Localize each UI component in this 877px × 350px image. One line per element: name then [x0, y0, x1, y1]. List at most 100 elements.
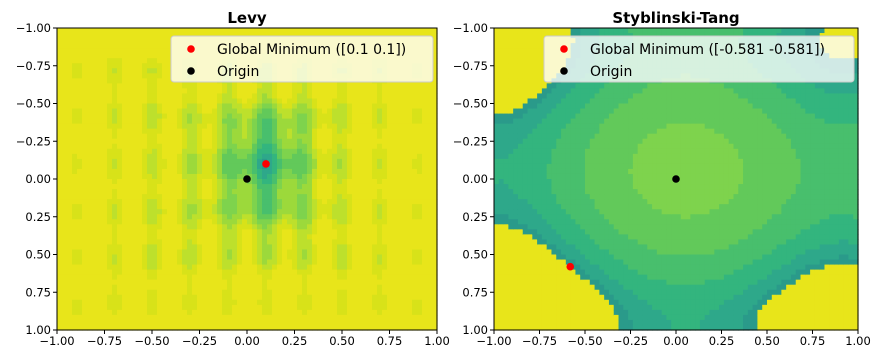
- contour-cell: [187, 324, 193, 331]
- contour-cell: [192, 133, 198, 140]
- contour-cell: [177, 179, 183, 185]
- contour-cell: [377, 279, 383, 286]
- contour-cell: [498, 289, 505, 296]
- contour-cell: [137, 113, 143, 120]
- contour-cell: [372, 28, 378, 34]
- contour-cell: [342, 214, 348, 220]
- contour-cell: [367, 204, 373, 210]
- contour-cell: [122, 88, 128, 95]
- contour-cell: [377, 209, 383, 215]
- contour-cell: [282, 189, 288, 195]
- contour-cell: [272, 128, 278, 135]
- contour-cell: [212, 209, 218, 215]
- contour-cell: [242, 289, 248, 296]
- contour-cell: [357, 244, 363, 251]
- contour-cell: [347, 199, 353, 205]
- contour-cell: [72, 43, 78, 49]
- contour-cell: [387, 299, 393, 306]
- contour-cell: [307, 194, 313, 200]
- contour-cell: [182, 93, 188, 100]
- contour-cell: [137, 58, 143, 64]
- contour-cell: [57, 289, 63, 296]
- contour-cell: [77, 63, 83, 69]
- contour-cell: [402, 199, 408, 205]
- contour-cell: [72, 93, 78, 100]
- contour-cell: [327, 108, 333, 115]
- contour-cell: [107, 33, 113, 39]
- contour-cell: [317, 153, 323, 160]
- contour-cell: [267, 143, 273, 150]
- contour-cell: [422, 148, 428, 155]
- contour-cell: [147, 259, 153, 266]
- contour-cell: [362, 204, 368, 210]
- contour-cell: [312, 153, 318, 160]
- contour-cell: [513, 324, 519, 331]
- contour-cell: [412, 88, 418, 95]
- contour-cell: [287, 229, 293, 235]
- contour-cell: [337, 189, 343, 195]
- contour-cell: [372, 279, 378, 286]
- contour-cell: [498, 153, 505, 160]
- contour-cell: [322, 234, 328, 240]
- contour-cell: [142, 319, 148, 326]
- contour-cell: [102, 48, 108, 54]
- contour-cell: [522, 88, 529, 95]
- contour-cell: [242, 133, 248, 140]
- contour-cell: [272, 133, 278, 140]
- contour-cell: [522, 123, 529, 130]
- contour-cell: [252, 138, 258, 145]
- contour-cell: [367, 224, 373, 230]
- contour-cell: [282, 158, 288, 165]
- contour-cell: [412, 304, 418, 311]
- contour-cell: [317, 123, 323, 130]
- contour-cell: [272, 88, 278, 95]
- contour-cell: [177, 224, 183, 230]
- contour-cell: [508, 249, 514, 256]
- contour-cell: [337, 264, 343, 271]
- contour-cell: [257, 244, 263, 251]
- contour-cell: [232, 264, 238, 271]
- contour-cell: [112, 168, 118, 175]
- contour-cell: [112, 158, 118, 165]
- contour-cell: [367, 179, 373, 185]
- contour-cell: [122, 83, 128, 89]
- contour-cell: [494, 304, 500, 311]
- contour-cell: [407, 148, 413, 155]
- contour-cell: [202, 98, 208, 105]
- contour-cell: [312, 163, 318, 170]
- contour-cell: [508, 189, 514, 195]
- contour-cell: [342, 179, 348, 185]
- contour-cell: [147, 239, 153, 246]
- contour-cell: [162, 98, 168, 105]
- contour-cell: [337, 88, 343, 95]
- contour-cell: [422, 239, 428, 246]
- contour-cell: [142, 234, 148, 240]
- contour-cell: [337, 204, 343, 210]
- contour-cell: [317, 294, 323, 301]
- contour-cell: [267, 194, 273, 200]
- contour-cell: [327, 143, 333, 150]
- contour-cell: [287, 173, 293, 180]
- contour-cell: [72, 284, 78, 291]
- contour-cell: [112, 239, 118, 246]
- contour-cell: [347, 168, 353, 175]
- contour-cell: [157, 294, 163, 301]
- contour-cell: [382, 309, 388, 316]
- contour-cell: [77, 73, 83, 79]
- contour-cell: [237, 148, 243, 155]
- contour-cell: [232, 199, 238, 205]
- contour-cell: [112, 48, 118, 54]
- contour-cell: [307, 93, 313, 100]
- contour-cell: [207, 189, 213, 195]
- contour-cell: [197, 229, 203, 235]
- contour-cell: [262, 108, 268, 115]
- contour-cell: [347, 194, 353, 200]
- contour-cell: [82, 224, 88, 230]
- contour-cell: [407, 184, 413, 190]
- contour-cell: [82, 88, 88, 95]
- contour-cell: [498, 269, 505, 276]
- contour-cell: [402, 194, 408, 200]
- contour-cell: [272, 93, 278, 100]
- contour-cell: [87, 284, 93, 291]
- contour-cell: [77, 143, 83, 150]
